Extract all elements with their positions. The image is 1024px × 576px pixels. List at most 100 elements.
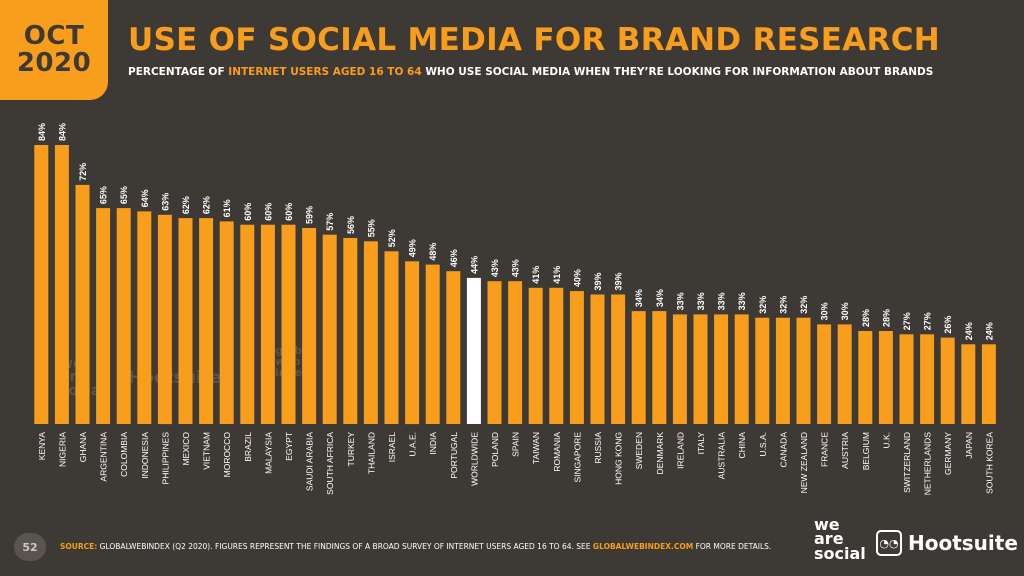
value-label: 63% <box>160 193 170 211</box>
category-label: COLOMBIA <box>119 432 129 477</box>
category-label: ROMANIA <box>552 432 562 472</box>
category-label: FRANCE <box>820 432 830 467</box>
category-label: NEW ZEALAND <box>799 432 809 493</box>
category-label: U.A.E. <box>408 432 418 457</box>
value-label: 33% <box>737 292 747 310</box>
source-link[interactable]: GLOBALWEBINDEX.COM <box>592 542 694 551</box>
bar-taiwan <box>528 287 543 424</box>
value-label: 84% <box>57 123 67 141</box>
category-label: IRELAND <box>675 432 685 469</box>
category-label: POLAND <box>490 432 500 467</box>
source-note: SOURCE: GLOBALWEBINDEX (Q2 2020). FIGURE… <box>60 542 771 551</box>
value-label: 43% <box>511 259 521 277</box>
value-label: 32% <box>799 296 809 314</box>
bar-ireland <box>672 314 687 424</box>
bar-netherlands <box>920 334 935 424</box>
value-label: 62% <box>181 196 191 214</box>
category-label: SWITZERLAND <box>902 432 912 493</box>
bar-india <box>425 264 440 424</box>
value-label: 28% <box>881 309 891 327</box>
bar-brazil <box>240 224 255 424</box>
bar-saudi-arabia <box>302 228 317 424</box>
bar-poland <box>487 281 502 424</box>
category-label: PORTUGAL <box>449 432 459 479</box>
bar-spain <box>508 281 523 424</box>
category-label: NIGERIA <box>57 432 67 467</box>
value-label: 65% <box>99 186 109 204</box>
value-label: 32% <box>778 296 788 314</box>
value-label: 48% <box>428 243 438 261</box>
value-label: 84% <box>37 123 47 141</box>
bar-italy <box>693 314 708 424</box>
bar-morocco <box>219 221 234 424</box>
value-label: 65% <box>119 186 129 204</box>
bar-switzerland <box>899 334 914 424</box>
subtitle-highlight: INTERNET USERS AGED 16 TO 64 <box>228 66 422 78</box>
value-label: 62% <box>202 196 212 214</box>
date-badge: OCT 2020 <box>0 0 108 100</box>
category-label: SOUTH KOREA <box>984 432 994 494</box>
source-text: GLOBALWEBINDEX (Q2 2020). FIGURES REPRES… <box>97 542 593 551</box>
bar-germany <box>940 337 955 424</box>
we-are-social-logo: we are social <box>814 515 866 561</box>
bar-belgium <box>858 331 873 424</box>
bar-hong-kong <box>611 294 626 424</box>
category-label: CHINA <box>737 432 747 459</box>
logo-we: we <box>814 515 840 534</box>
value-label: 30% <box>840 302 850 320</box>
hootsuite-logo: ◔◔ Hootsuite® <box>876 530 1024 556</box>
category-label: SINGAPORE <box>572 432 582 483</box>
bar-argentina <box>96 208 111 424</box>
value-label: 27% <box>902 312 912 330</box>
value-label: 41% <box>531 266 541 284</box>
logo-are: are <box>814 529 844 549</box>
bar-u-k- <box>878 331 893 424</box>
value-label: 72% <box>78 163 88 181</box>
value-label: 24% <box>984 322 994 340</box>
bar-romania <box>549 287 564 424</box>
value-label: 39% <box>614 272 624 290</box>
bar-colombia <box>116 208 131 424</box>
bar-austria <box>837 324 852 424</box>
bar-france <box>817 324 832 424</box>
value-label: 34% <box>634 289 644 307</box>
category-label: INDIA <box>428 432 438 455</box>
category-label: U.K. <box>881 432 891 449</box>
source-label: SOURCE: <box>60 542 98 551</box>
bar-japan <box>961 344 976 424</box>
value-label: 61% <box>222 199 232 217</box>
value-label: 39% <box>593 272 603 290</box>
category-label: SWEDEN <box>634 432 644 469</box>
bar-china <box>734 314 749 424</box>
bar-malaysia <box>260 224 275 424</box>
date-month: OCT <box>23 20 85 51</box>
bar-egypt <box>281 224 296 424</box>
category-label: CANADA <box>778 432 788 468</box>
value-label: 55% <box>366 219 376 237</box>
bar-sweden <box>631 311 646 424</box>
bar-australia <box>714 314 729 424</box>
bar-russia <box>590 294 605 424</box>
bar-worldwide <box>466 277 481 424</box>
bar-canada <box>775 317 790 424</box>
page-number: 52 <box>14 533 46 561</box>
value-label: 41% <box>552 266 562 284</box>
bar-mexico <box>178 218 193 424</box>
source-end: FOR MORE DETAILS. <box>693 542 772 551</box>
watermark-hootsuite: Hootsuite <box>128 368 222 388</box>
category-label: TURKEY <box>346 432 356 467</box>
value-label: 60% <box>243 203 253 221</box>
subtitle-part1: PERCENTAGE OF <box>128 66 229 78</box>
value-label: 60% <box>263 203 273 221</box>
bar-south-korea <box>981 344 996 424</box>
bar-denmark <box>652 311 667 424</box>
category-label: WORLDWIDE <box>469 432 479 486</box>
category-label: NETHERLANDS <box>923 432 933 496</box>
value-label: 30% <box>820 302 830 320</box>
category-label: EGYPT <box>284 432 294 461</box>
bar-israel <box>384 251 399 424</box>
bar-vietnam <box>199 218 214 424</box>
category-label: HONG KONG <box>614 432 624 485</box>
bar-kenya <box>34 145 49 424</box>
category-label: DENMARK <box>655 432 665 475</box>
